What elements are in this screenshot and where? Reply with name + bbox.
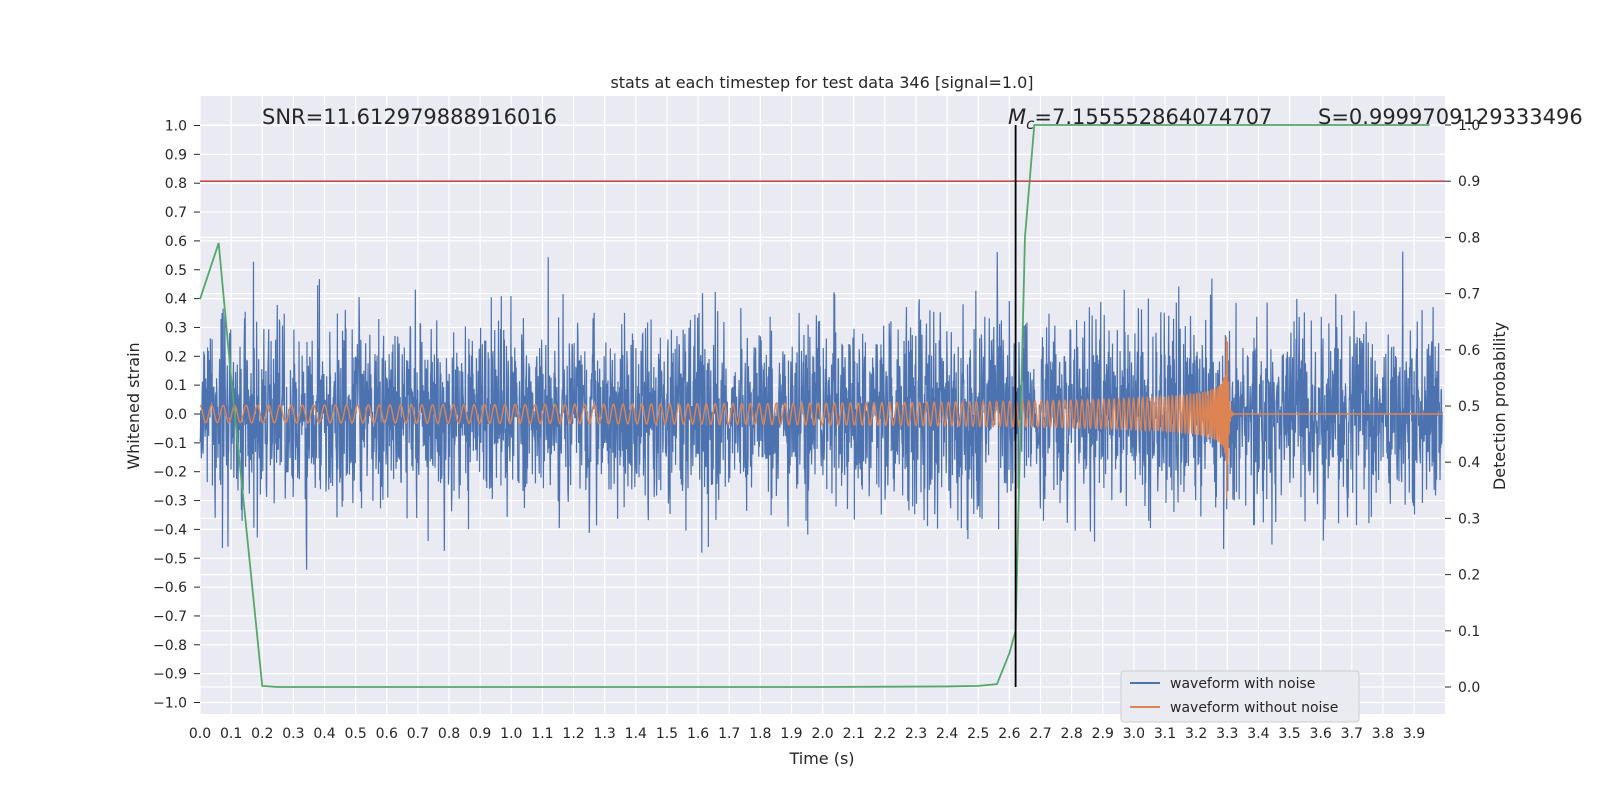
y-tick-label: 0.4 <box>165 292 187 308</box>
chirp-mass-value: =7.155552864074707 <box>1034 105 1272 129</box>
y-axis-label: Whitened strain <box>124 342 143 469</box>
y2-tick-labels: 1.0 0.9 0.8 0.7 0.6 0.5 0.4 0.3 0.2 0.1 0.0 <box>1458 118 1480 696</box>
y-tick-label: 0.6 <box>165 234 187 250</box>
x-tick-label: 3.9 <box>1403 726 1425 742</box>
chirp-mass-subscript: c <box>1026 115 1035 133</box>
x-tick-label: 0.6 <box>376 726 398 742</box>
legend-label-clean: waveform without noise <box>1170 700 1338 716</box>
x-tick-label: 2.4 <box>936 726 958 742</box>
y-tick-label: −0.8 <box>153 638 187 654</box>
x-tick-label: 1.1 <box>531 726 553 742</box>
x-tick-label: 2.8 <box>1061 726 1083 742</box>
x-tick-labels: 0.0 0.1 0.2 0.3 0.4 0.5 0.6 0.7 0.8 0.9 1.0 1.1 1.2 1… <box>189 726 1425 742</box>
detection-score-annotation: S=0.9999709129333496 <box>1318 105 1583 129</box>
x-tick-label: 3.0 <box>1123 726 1145 742</box>
line-waveform-with-noise <box>199 251 1443 570</box>
x-tick-label: 3.4 <box>1247 726 1269 742</box>
x-tick-label: 1.9 <box>780 726 802 742</box>
x-tick-label: 2.7 <box>1029 726 1051 742</box>
y-tick-labels: 1.0 0.9 0.8 0.7 0.6 0.5 0.4 0.3 0.2 0.1 0.0 −0.1 −0.… <box>153 119 187 712</box>
x-tick-label: 0.0 <box>189 726 211 742</box>
chirp-mass-annotation: Mc=7.155552864074707 <box>1008 105 1272 133</box>
x-tick-label: 3.5 <box>1278 726 1300 742</box>
x-tick-label: 2.2 <box>874 726 896 742</box>
series-detection-probability <box>199 124 1430 688</box>
x-tick-label: 1.3 <box>594 726 616 742</box>
chart-title: stats at each timestep for test data 346… <box>610 73 1033 92</box>
y-tick-label: 0.7 <box>165 205 187 221</box>
x-tick-label: 3.3 <box>1216 726 1238 742</box>
x-tick-label: 1.4 <box>625 726 647 742</box>
x-tick-label: 2.1 <box>843 726 865 742</box>
x-tick-label: 0.1 <box>220 726 242 742</box>
y2-tick-label: 0.1 <box>1458 624 1480 640</box>
x-tick-label: 1.0 <box>500 726 522 742</box>
x-tick-label: 1.5 <box>656 726 678 742</box>
x-axis-label: Time (s) <box>788 749 854 768</box>
y-tick-label: 0.9 <box>165 147 187 163</box>
y-tick-label: 0.3 <box>165 320 187 336</box>
x-tick-label: 2.5 <box>967 726 989 742</box>
x-tick-label: 1.8 <box>749 726 771 742</box>
y2-tick-label: 0.2 <box>1458 568 1480 584</box>
x-tick-label: 3.6 <box>1310 726 1332 742</box>
reference-lines <box>200 125 1445 687</box>
x-tick-label: 0.7 <box>407 726 429 742</box>
y-tick-label: −0.7 <box>153 609 187 625</box>
y2-tick-label: 0.7 <box>1458 287 1480 303</box>
y-tick-label: −1.0 <box>153 696 187 712</box>
y-tick-label: −0.9 <box>153 667 187 683</box>
y-tick-label: 0.5 <box>165 263 187 279</box>
y-tick-label: −0.2 <box>153 465 187 481</box>
x-tick-label: 1.2 <box>562 726 584 742</box>
y-tick-label: −0.6 <box>153 580 187 596</box>
x-tick-label: 2.0 <box>811 726 833 742</box>
y-tick-label: 0.8 <box>165 176 187 192</box>
y2-tick-label: 0.3 <box>1458 511 1480 527</box>
x-tick-label: 0.8 <box>438 726 460 742</box>
y2-tick-label: 0.9 <box>1458 174 1480 190</box>
x-tick-label: 3.2 <box>1185 726 1207 742</box>
y-tick-label: −0.5 <box>153 551 187 567</box>
y-tick-label: 1.0 <box>165 119 187 135</box>
y-tick-label: −0.4 <box>153 522 187 538</box>
snr-annotation: SNR=11.612979888916016 <box>262 105 557 129</box>
y2-tick-label: 0.5 <box>1458 399 1480 415</box>
x-tick-label: 0.4 <box>313 726 335 742</box>
series-waveform-with-noise <box>199 251 1443 570</box>
x-tick-label: 2.3 <box>905 726 927 742</box>
legend: waveform with noise waveform without noi… <box>1120 670 1360 723</box>
x-tick-label: 2.6 <box>998 726 1020 742</box>
y2-tick-label: 1.0 <box>1458 118 1480 134</box>
y2-axis-label: Detection probability <box>1490 322 1509 490</box>
chirp-mass-symbol: M <box>1008 105 1026 129</box>
x-tick-label: 3.7 <box>1341 726 1363 742</box>
x-tick-label: 0.2 <box>251 726 273 742</box>
y2-tick-label: 0.0 <box>1458 680 1480 696</box>
y-tick-label: −0.3 <box>153 494 187 510</box>
y-tick-label: 0.2 <box>165 349 187 365</box>
legend-label-noise: waveform with noise <box>1170 676 1315 692</box>
legend-box <box>1120 670 1360 723</box>
y-tick-label: 0.0 <box>165 407 187 423</box>
y2-tick-label: 0.8 <box>1458 230 1480 246</box>
series-waveform-without-noise <box>199 336 1443 499</box>
x-tick-label: 1.6 <box>687 726 709 742</box>
x-tick-label: 3.8 <box>1372 726 1394 742</box>
y2-tick-label: 0.6 <box>1458 343 1480 359</box>
line-waveform-without-noise <box>199 336 1443 499</box>
y-tick-label: 0.1 <box>165 378 187 394</box>
x-tick-label: 0.9 <box>469 726 491 742</box>
x-tick-label: 0.5 <box>345 726 367 742</box>
y-tick-label: −0.1 <box>153 436 187 452</box>
x-tick-label: 2.9 <box>1092 726 1114 742</box>
y2-tick-label: 0.4 <box>1458 455 1480 471</box>
x-tick-label: 1.7 <box>718 726 740 742</box>
line-detection-probability <box>199 124 1430 688</box>
x-tick-label: 3.1 <box>1154 726 1176 742</box>
x-tick-label: 0.3 <box>282 726 304 742</box>
